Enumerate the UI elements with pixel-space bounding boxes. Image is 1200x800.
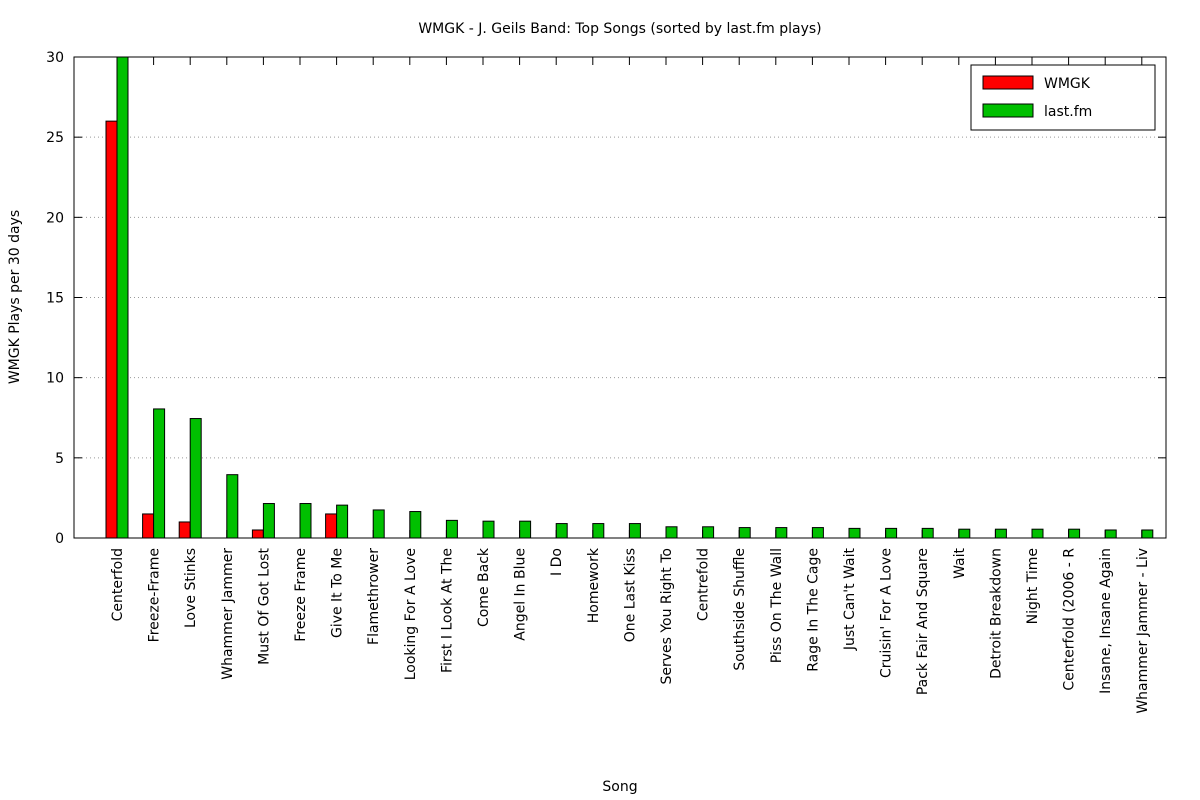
legend-box	[970, 64, 1156, 131]
x-tick-label: Whammer Jammer	[220, 548, 236, 680]
x-tick-label: Freeze-Frame	[147, 548, 163, 642]
y-tick-label: 30	[46, 50, 64, 66]
x-tick-label: Serves You Right To	[659, 548, 675, 685]
bar-wmgk	[325, 513, 338, 539]
x-tick-label: Flamethrower	[366, 548, 382, 645]
x-tick-label: Must Of Got Lost	[256, 547, 272, 664]
bar-lastfm	[1104, 529, 1117, 539]
x-tick-label: Come Back	[476, 547, 492, 627]
bar-lastfm	[299, 503, 312, 539]
x-tick-label: Wait	[952, 547, 968, 578]
bar-lastfm	[555, 523, 568, 539]
y-tick-label: 25	[46, 130, 64, 146]
x-tick-label: Whammer Jammer - Liv	[1135, 548, 1151, 714]
bar-wmgk	[142, 513, 155, 539]
x-tick-label: Homework	[586, 547, 602, 623]
x-tick-label: Freeze Frame	[293, 548, 309, 642]
y-tick-label: 10	[46, 371, 64, 387]
y-axis: 0 5 10 15 20 25 30	[46, 50, 1166, 547]
bar-lastfm	[226, 474, 239, 539]
bar-lastfm	[336, 504, 349, 539]
bar-lastfm	[665, 526, 678, 539]
y-tick-label: 0	[55, 531, 64, 547]
x-tick-label: Detroit Breakdown	[988, 548, 1004, 679]
x-tick-label: Night Time	[1025, 548, 1041, 624]
legend-swatch-lastfm	[982, 103, 1034, 118]
bar-wmgk	[105, 120, 118, 539]
legend-label-lastfm: last.fm	[1044, 104, 1092, 120]
bar-lastfm	[1031, 528, 1044, 539]
bar-lastfm	[116, 56, 129, 539]
bar-lastfm	[628, 523, 641, 539]
legend-swatch-wmgk	[982, 75, 1034, 90]
legend: WMGK last.fm	[970, 64, 1156, 131]
x-tick-label: Pack Fair And Square	[915, 548, 931, 695]
x-tick-label: One Last Kiss	[622, 548, 638, 642]
bar-lastfm	[1068, 528, 1081, 539]
bar-lastfm	[738, 527, 751, 539]
x-tick-label: I Do	[549, 548, 565, 576]
bar-lastfm	[262, 503, 275, 539]
x-tick-label: Centrefold	[696, 548, 712, 621]
grid	[74, 136, 1166, 459]
x-tick-label: Centerfold	[110, 548, 126, 621]
bar-lastfm	[885, 527, 898, 539]
x-tick-label: Insane, Insane Again	[1098, 548, 1114, 694]
y-tick-label: 20	[46, 210, 64, 226]
bar-lastfm	[921, 527, 934, 539]
y-axis-label: WMGK Plays per 30 days	[7, 210, 23, 384]
bars	[105, 56, 1154, 539]
x-tick-label: Cruisin' For A Love	[879, 548, 895, 678]
x-tick-label: Love Stinks	[183, 548, 199, 628]
bar-wmgk	[251, 529, 264, 539]
y-tick-label: 15	[46, 291, 64, 307]
x-tick-label: Angel In Blue	[513, 548, 529, 641]
bar-lastfm	[702, 526, 715, 539]
x-axis: Centerfold Freeze-Frame Love Stinks Whammer…	[110, 57, 1151, 714]
chart-title: WMGK - J. Geils Band: Top Songs (sorted …	[418, 21, 821, 37]
x-tick-label: Southside Shuffle	[732, 548, 748, 671]
x-axis-label: Song	[602, 779, 637, 795]
bar-lastfm	[189, 418, 202, 539]
bar-lastfm	[409, 511, 422, 539]
bar-lastfm	[811, 527, 824, 539]
bar-lastfm	[1141, 529, 1154, 539]
x-tick-label: Piss On The Wall	[769, 548, 785, 663]
bar-lastfm	[592, 523, 605, 539]
bar-lastfm	[372, 509, 385, 539]
bar-lastfm	[775, 527, 788, 539]
x-tick-label: Looking For A Love	[403, 548, 419, 680]
legend-label-wmgk: WMGK	[1044, 76, 1091, 92]
bar-lastfm	[994, 528, 1007, 539]
x-tick-label: First I Look At The	[439, 548, 455, 673]
bar-lastfm	[153, 408, 166, 539]
x-tick-label: Just Can't Wait	[842, 547, 858, 651]
bar-lastfm	[848, 527, 861, 539]
bar-lastfm	[482, 520, 495, 539]
bar-lastfm	[519, 520, 532, 539]
x-tick-label: Rage In The Cage	[805, 548, 821, 672]
x-tick-label: Centerfold (2006 - R	[1062, 548, 1078, 691]
bar-lastfm	[445, 519, 458, 539]
bar-wmgk	[178, 521, 191, 539]
y-tick-label: 5	[55, 451, 64, 467]
x-tick-label: Give It To Me	[330, 548, 346, 638]
bar-lastfm	[958, 528, 971, 539]
